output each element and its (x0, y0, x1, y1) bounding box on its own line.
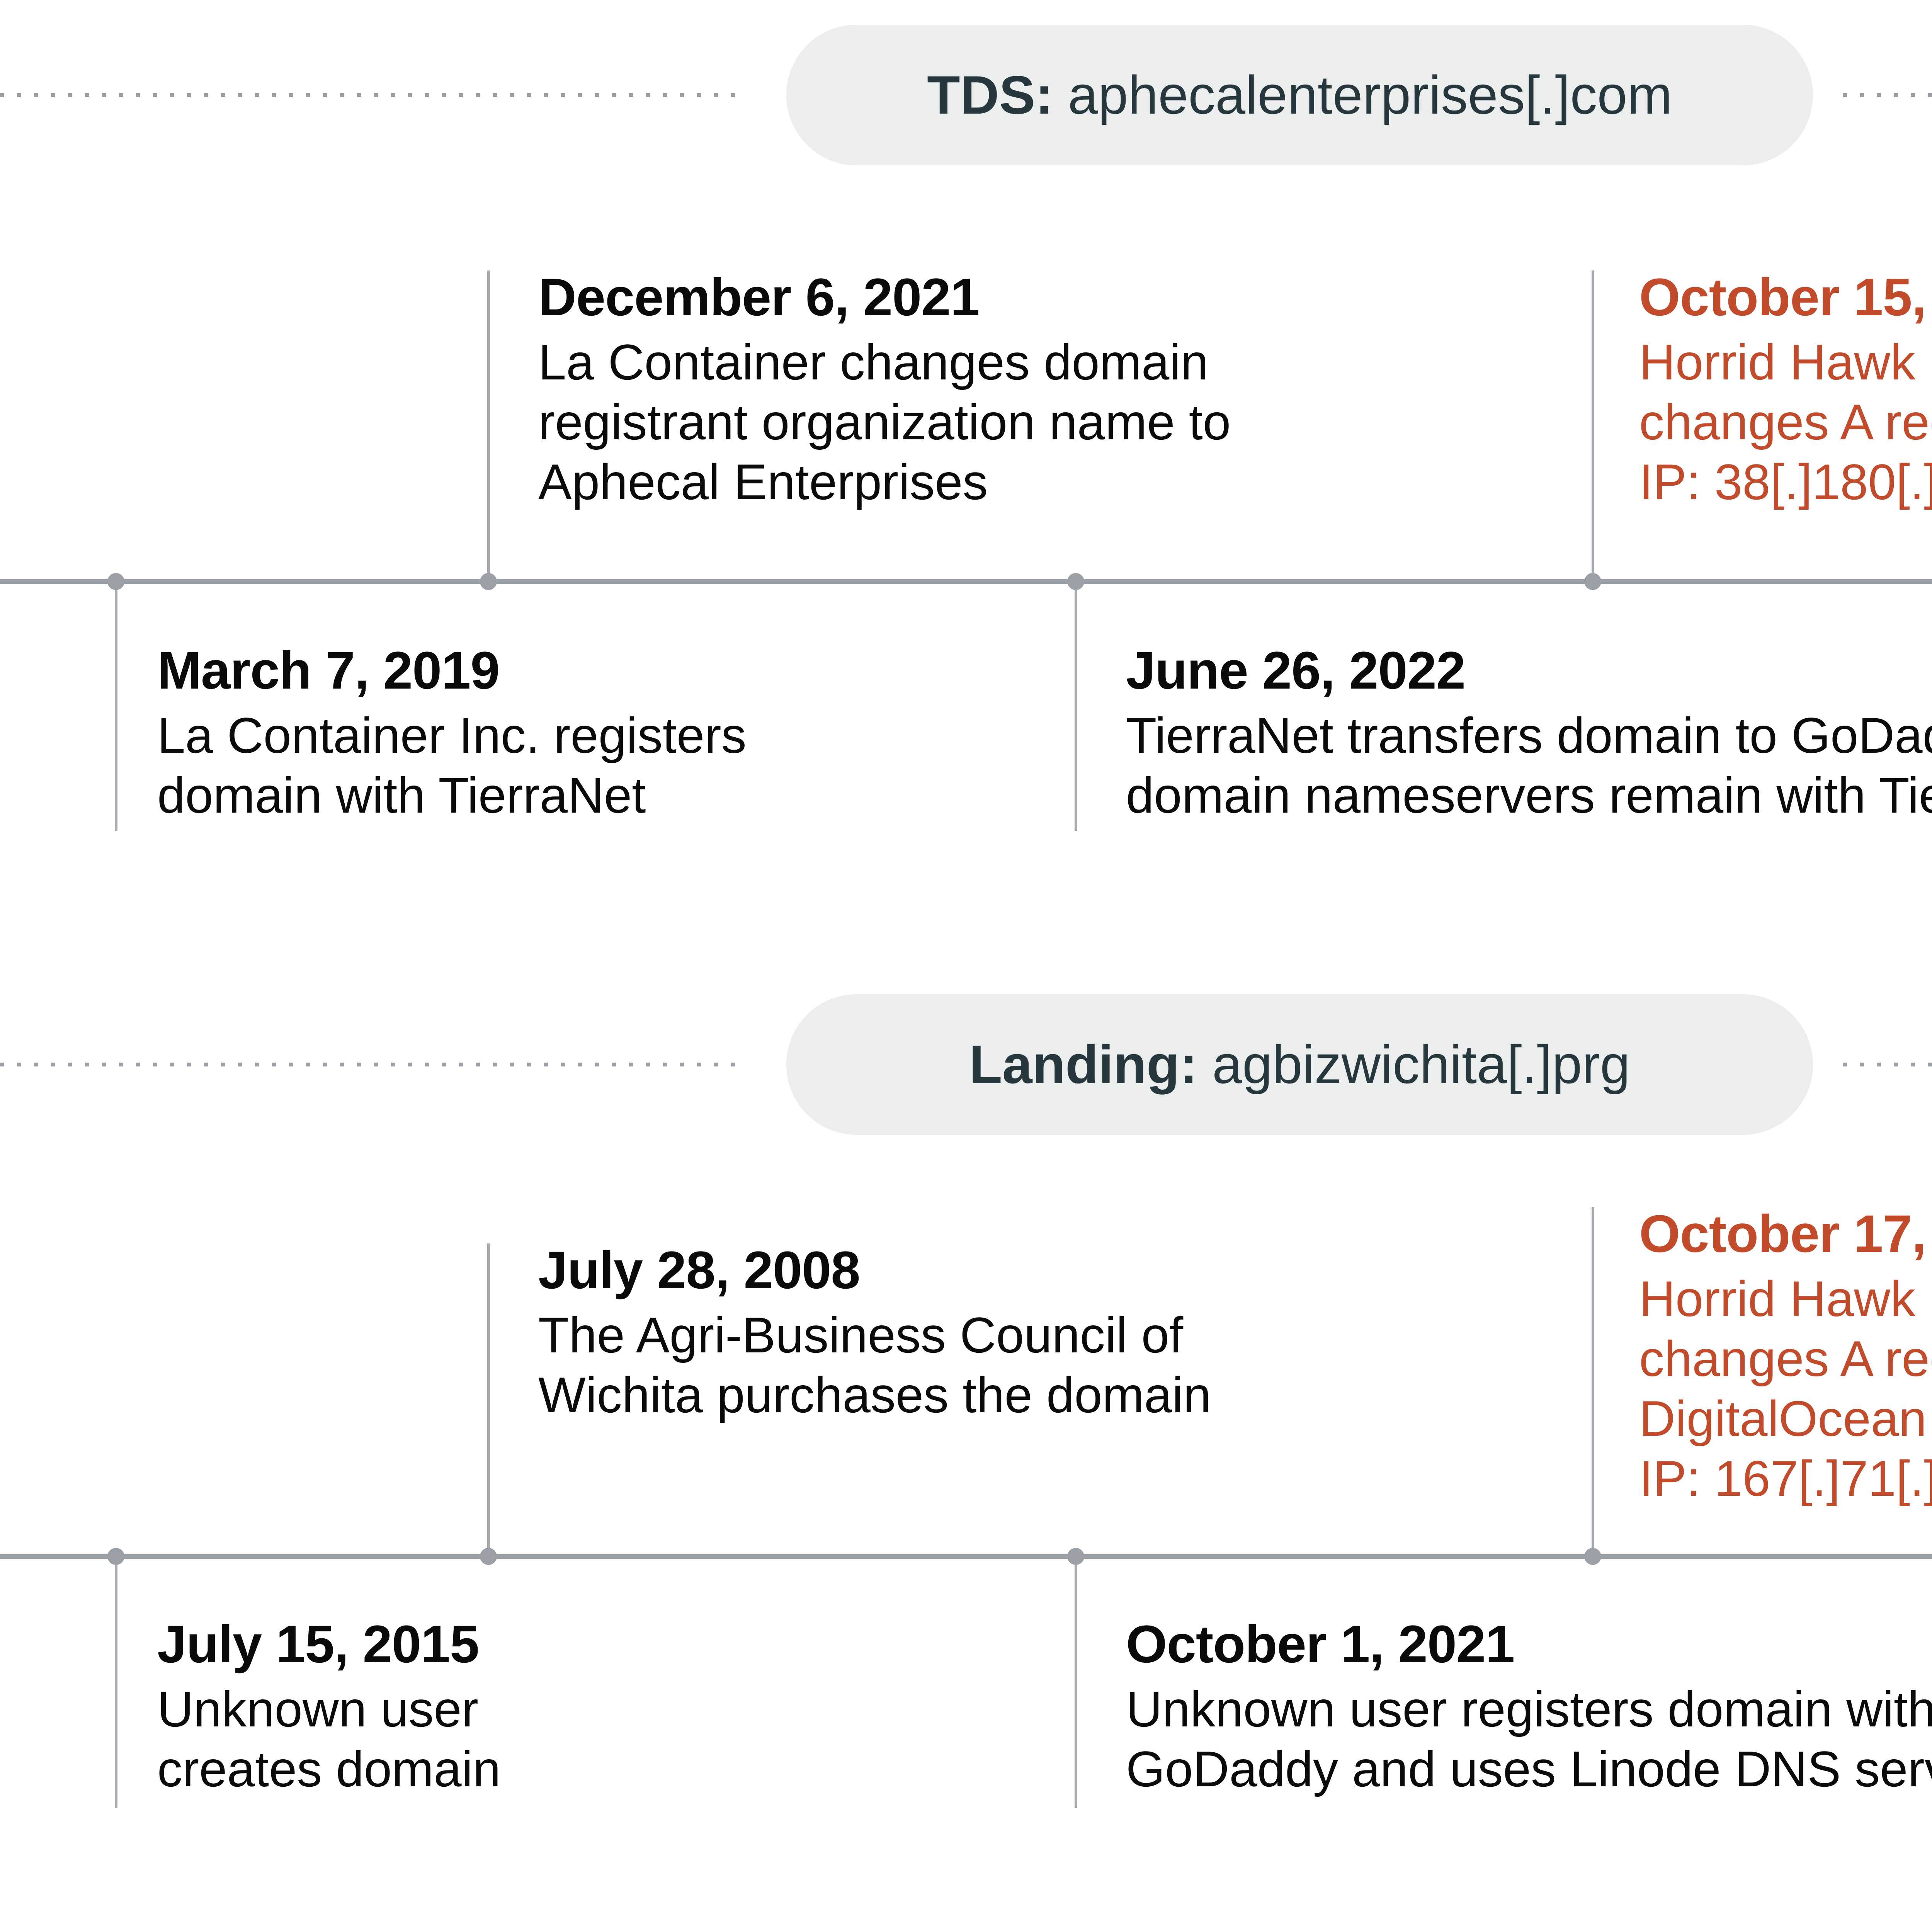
event-line: Unknown user registers domain with (1126, 1681, 1932, 1737)
event-line: La Container Inc. registers (157, 707, 747, 764)
event-date: October 15, 2024 (1639, 268, 1932, 327)
timeline-dot-october-17-2024 (1584, 1548, 1601, 1565)
event-line: IP: 38[.]180[.]226[.]70 (1639, 454, 1932, 510)
timeline-dot-july-2015 (107, 1548, 124, 1565)
event-line: The Agri-Business Council of (538, 1307, 1184, 1363)
event-date: July 28, 2008 (538, 1241, 860, 1300)
event-july-2015: July 15, 2015 Unknown user creates domai… (157, 1614, 501, 1799)
stem-october-1-2021 (1075, 1559, 1077, 1808)
event-line: domain with TierraNet (157, 767, 646, 823)
timeline-dot-october-1-2021 (1067, 1548, 1084, 1565)
event-line: registrant organization name to (538, 394, 1231, 450)
event-date: October 17, 2024 (1639, 1204, 1932, 1264)
dotted-leader-right-landing (1843, 1063, 1932, 1066)
event-line: Horrid Hawk hijacks domain and (1639, 1270, 1932, 1327)
event-july-2008: July 28, 2008 The Agri-Business Council … (538, 1240, 1211, 1425)
timeline-dot-december-2021 (480, 573, 497, 590)
event-date: December 6, 2021 (538, 268, 980, 327)
tds-badge-label: TDS: (927, 65, 1053, 125)
landing-badge-label: Landing: (969, 1034, 1198, 1095)
event-october-1-2021: October 1, 2021 Unknown user registers d… (1126, 1614, 1932, 1799)
event-line: TierraNet transfers domain to GoDaddy; (1126, 707, 1932, 764)
event-line: La Container changes domain (538, 334, 1209, 390)
stem-june-2022 (1075, 584, 1077, 831)
landing-badge-domain: agbizwichita[.]prg (1212, 1034, 1630, 1095)
timeline-line-landing (0, 1554, 1932, 1559)
timeline-line-tds (0, 579, 1932, 584)
event-october-17-2024: October 17, 2024 Horrid Hawk hijacks dom… (1639, 1203, 1932, 1509)
tds-badge: TDS: aphecalenterprises[.]com (786, 25, 1813, 165)
tds-badge-domain: aphecalenterprises[.]com (1068, 65, 1672, 125)
event-date: July 15, 2015 (157, 1615, 479, 1674)
event-december-2021: December 6, 2021 La Container changes do… (538, 267, 1231, 512)
event-october-15-2024: October 15, 2024 Horrid Hawk hijacks dom… (1639, 267, 1932, 512)
stem-march-2019 (115, 584, 117, 831)
dotted-leader-left-tds (0, 93, 744, 97)
event-line: Unknown user (157, 1681, 478, 1737)
event-date: June 26, 2022 (1126, 641, 1466, 700)
stem-july-2015 (115, 1559, 117, 1808)
event-line: creates domain (157, 1741, 501, 1797)
event-date: October 1, 2021 (1126, 1615, 1515, 1674)
event-line: changes A records to malicious M247 (1639, 394, 1932, 450)
event-june-2022: June 26, 2022 TierraNet transfers domain… (1126, 640, 1932, 825)
stem-october-17-2024 (1592, 1207, 1594, 1554)
event-line: GoDaddy and uses Linode DNS services (1126, 1741, 1932, 1797)
landing-badge: Landing: agbizwichita[.]prg (786, 994, 1813, 1135)
event-line: Horrid Hawk hijacks domain and (1639, 334, 1932, 390)
timeline-dot-october-15-2024 (1584, 573, 1601, 590)
event-date: March 7, 2019 (157, 641, 500, 700)
event-line: IP: 167[.]71[.]65[.]159 (1639, 1450, 1932, 1507)
timeline-dot-july-2008 (480, 1548, 497, 1565)
event-line: Aphecal Enterprises (538, 454, 988, 510)
event-line: domain nameservers remain with TierraNet (1126, 767, 1932, 823)
event-line: changes A records to malicious (1639, 1330, 1932, 1387)
dotted-leader-right-tds (1843, 93, 1932, 97)
stem-december-2021 (487, 270, 490, 579)
dotted-leader-left-landing (0, 1063, 744, 1066)
event-march-2019: March 7, 2019 La Container Inc. register… (157, 640, 747, 825)
stem-july-2008 (487, 1243, 490, 1554)
event-line: Wichita purchases the domain (538, 1367, 1211, 1423)
stem-october-15-2024 (1592, 270, 1594, 579)
timeline-dot-march-2019 (107, 573, 124, 590)
timeline-dot-june-2022 (1067, 573, 1084, 590)
event-line: DigitalOcean (1639, 1390, 1927, 1447)
